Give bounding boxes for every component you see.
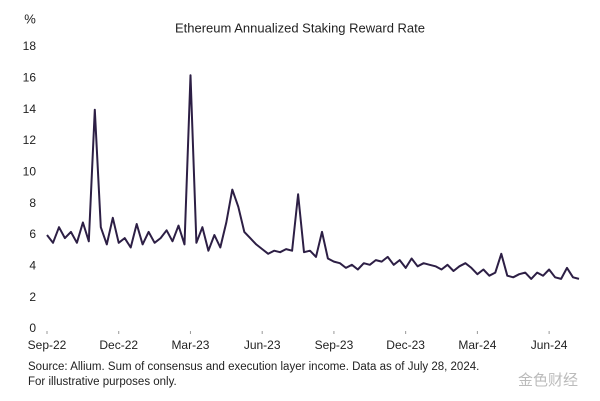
y-tick-label: 6 bbox=[29, 227, 36, 241]
x-tick-label: Mar-24 bbox=[458, 338, 496, 352]
source-box: Source: Allium. Sum of consensus and exe… bbox=[28, 361, 480, 388]
y-tick-label: 4 bbox=[29, 259, 36, 273]
x-tick-label: Dec-23 bbox=[386, 338, 425, 352]
y-axis-label: % bbox=[24, 11, 36, 26]
x-tick-label: Mar-23 bbox=[171, 338, 209, 352]
x-tick-label: Jun-23 bbox=[244, 338, 281, 352]
y-tick-label: 12 bbox=[23, 133, 37, 147]
x-tick-label: Jun-24 bbox=[531, 338, 568, 352]
y-tick-label: 0 bbox=[29, 321, 36, 335]
y-tick-label: 14 bbox=[23, 102, 37, 116]
watermark: 金色财经 bbox=[518, 372, 578, 389]
chart-title: Ethereum Annualized Staking Reward Rate bbox=[175, 20, 425, 35]
y-tick-label: 2 bbox=[29, 290, 36, 304]
data-line bbox=[46, 74, 580, 280]
x-tick-label: Sep-23 bbox=[315, 338, 354, 352]
y-tick-label: 8 bbox=[29, 196, 36, 210]
source-note: Source: Allium. Sum of consensus and exe… bbox=[28, 361, 480, 388]
x-tick-label: Dec-22 bbox=[99, 338, 138, 352]
x-tick-label: Sep-22 bbox=[28, 338, 67, 352]
y-tick-label: 10 bbox=[23, 165, 37, 179]
y-tick-label: 16 bbox=[23, 71, 37, 85]
y-tick-label: 18 bbox=[23, 39, 37, 53]
